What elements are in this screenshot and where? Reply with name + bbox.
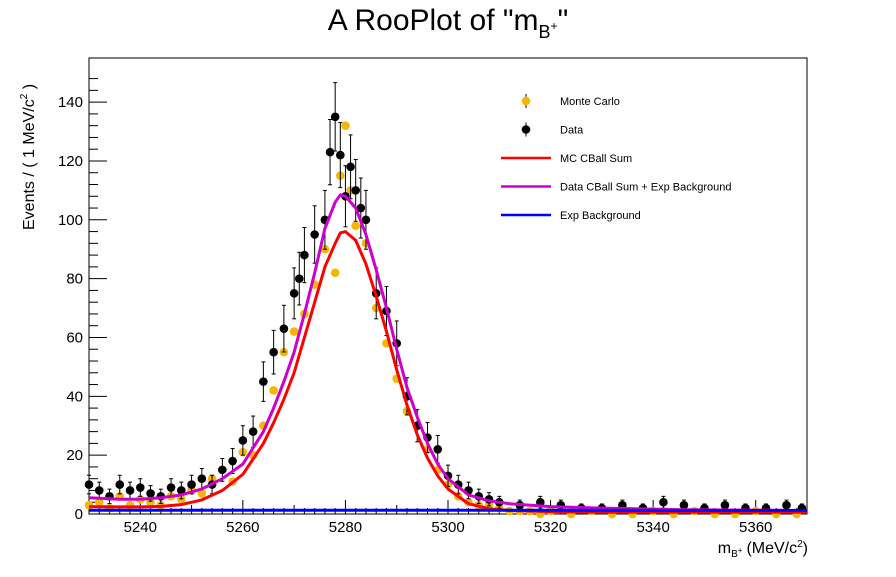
x-tick-label: 5320: [534, 519, 567, 536]
data-point: [187, 480, 196, 489]
data-point: [433, 445, 442, 454]
x-axis: 5240 5260 5280 5300 5320 5340 5360: [89, 500, 807, 536]
legend-label: Exp Background: [560, 210, 641, 222]
mc-point: [341, 121, 350, 130]
data-point: [259, 377, 268, 386]
legend-label: Monte Carlo: [560, 96, 620, 108]
y-tick-label: 20: [66, 447, 83, 464]
y-tick-label: 80: [66, 271, 83, 288]
y-tick-label: 140: [58, 94, 83, 111]
y-tick-label: 40: [66, 388, 83, 405]
data-point: [239, 436, 248, 445]
data-point: [721, 501, 730, 510]
data-point: [290, 289, 299, 298]
x-tick-label: 5280: [329, 519, 362, 536]
legend-label: Data CBall Sum + Exp Background: [560, 182, 732, 194]
data-point: [167, 483, 176, 492]
y-tick-label: 0: [75, 506, 83, 523]
data-point: [136, 483, 145, 492]
mc-point: [351, 221, 360, 230]
data-point: [126, 486, 135, 495]
data-point: [331, 113, 340, 122]
y-tick-label: 60: [66, 329, 83, 346]
data-point: [351, 186, 360, 195]
data-point: [115, 480, 124, 489]
x-axis-title: mB+(MeV/c2): [718, 539, 808, 560]
data-point: [300, 251, 309, 260]
data-point: [249, 427, 258, 436]
data-point: [280, 324, 289, 333]
mc-point: [331, 268, 340, 277]
plot-frame: [89, 58, 807, 514]
chart-title: A RooPlot of "mB+": [328, 4, 568, 42]
data-point: [310, 230, 319, 239]
legend-marker: [522, 97, 531, 106]
data-point: [269, 348, 278, 357]
x-tick-label: 5240: [124, 519, 157, 536]
data-fit-curve: [89, 195, 807, 511]
x-tick-label: 5360: [739, 519, 772, 536]
x-tick-label: 5300: [431, 519, 464, 536]
x-tick-label: 5340: [636, 519, 669, 536]
data-points-layer: [85, 83, 806, 513]
data-point: [198, 474, 207, 483]
mc-point: [290, 327, 299, 336]
mc-point: [269, 386, 278, 395]
data-point: [228, 457, 237, 466]
y-tick-label: 120: [58, 153, 83, 170]
data-point: [782, 501, 791, 510]
y-axis: 0 20 40 60 80 100 120 140: [58, 79, 107, 523]
data-point: [218, 466, 227, 475]
data-point: [95, 486, 104, 495]
data-point: [295, 274, 304, 283]
y-axis-title: Events / ( 1 MeV/c2 ): [19, 84, 38, 230]
data-point: [326, 148, 335, 157]
legend-marker: [522, 125, 531, 134]
legend: Monte Carlo Data MC CBall Sum Data CBall Su…: [501, 94, 732, 222]
data-point: [346, 163, 355, 172]
data-point: [146, 489, 155, 498]
fit-curves-layer: [89, 195, 807, 512]
x-tick-label: 5260: [226, 519, 259, 536]
data-point: [659, 498, 668, 507]
legend-label: Data: [560, 125, 584, 137]
y-tick-label: 100: [58, 212, 83, 229]
data-point: [85, 480, 94, 489]
data-point: [336, 151, 345, 160]
legend-label: MC CBall Sum: [560, 153, 632, 165]
